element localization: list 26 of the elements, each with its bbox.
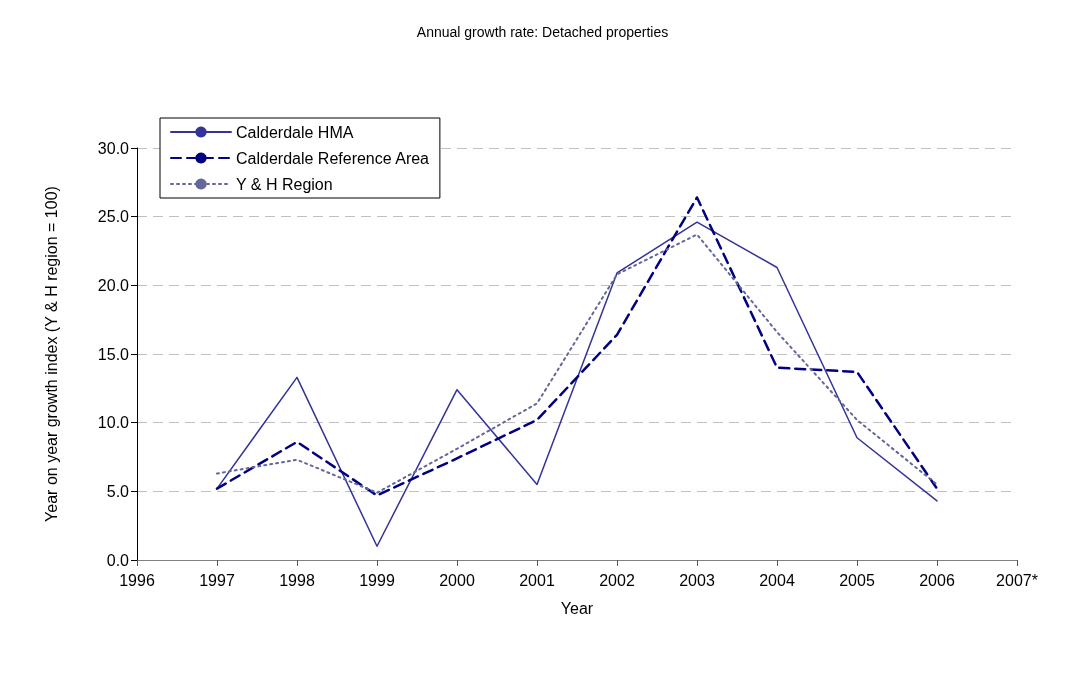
x-tick-label: 2007* <box>996 571 1038 589</box>
y-tick-label: 30.0 <box>97 139 130 157</box>
x-tick-label: 2003 <box>679 571 715 589</box>
x-tick-label: 2001 <box>519 571 555 589</box>
y-tick-label: 0.0 <box>106 551 130 569</box>
chart-title: Annual growth rate: Detached properties <box>416 24 669 40</box>
x-tick-label: 1996 <box>119 571 155 589</box>
x-tick-label: 1999 <box>359 571 395 589</box>
y-tick-label: 5.0 <box>106 482 130 500</box>
y-tick-label: 20.0 <box>97 276 130 294</box>
legend-label: Calderdale HMA <box>236 123 354 141</box>
legend-label: Y & H Region <box>236 175 333 193</box>
x-tick-label: 2005 <box>839 571 875 589</box>
y-axis-title: Year on year growth index (Y & H region = 100) <box>42 186 60 522</box>
x-tick-label: 2004 <box>759 571 795 589</box>
y-tick-label: 25.0 <box>97 208 130 226</box>
x-tick-label: 2000 <box>439 571 475 589</box>
line-series <box>216 221 938 548</box>
x-tick-label: 1997 <box>199 571 235 589</box>
x-tick-label: 2002 <box>599 571 635 589</box>
x-tick-label: 2006 <box>919 571 955 589</box>
y-tick-label: 10.0 <box>97 414 130 432</box>
y-tick-label: 15.0 <box>97 345 130 363</box>
x-axis-title: Year <box>560 599 594 617</box>
legend-label: Calderdale Reference Area <box>236 149 430 167</box>
x-tick-label: 1998 <box>279 571 315 589</box>
